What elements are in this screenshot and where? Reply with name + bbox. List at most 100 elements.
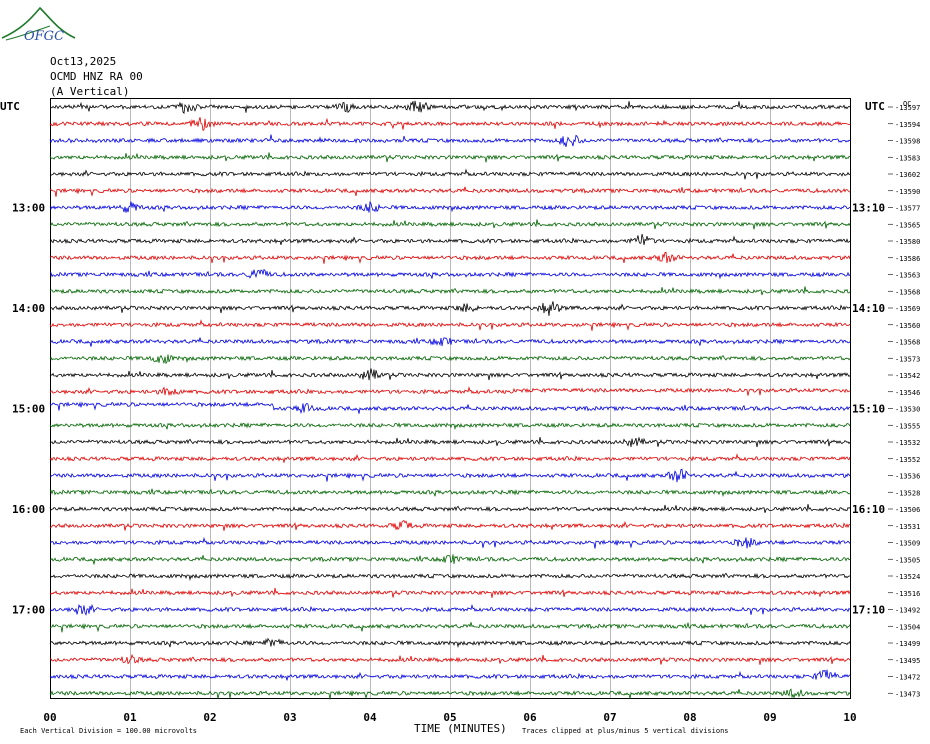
- seismic-trace: [49, 587, 851, 598]
- right-value-label: -13590: [895, 188, 920, 196]
- x-tick-label: 10: [843, 711, 856, 724]
- x-tick-label: 05: [443, 711, 456, 724]
- right-value-label: -13528: [895, 489, 920, 497]
- seismic-trace: [49, 436, 851, 448]
- seismic-trace: [49, 603, 851, 616]
- seismic-trace: [49, 251, 851, 264]
- header-station: OCMD HNZ RA 00: [50, 70, 143, 83]
- grid-lines: [130, 99, 771, 698]
- right-value-label: -13536: [895, 473, 920, 481]
- right-value-label: -13506: [895, 506, 920, 514]
- logo-curve-icon-2: [5, 25, 51, 41]
- header-component: (A Vertical): [50, 85, 130, 98]
- top-right-mark: OC: [903, 100, 911, 108]
- right-value-label: -13542: [895, 372, 920, 380]
- x-tick-label: 09: [763, 711, 776, 724]
- right-value-labels: -13597 -13594 -13598 -13583 -13602 -13590 -135…: [888, 104, 920, 698]
- seismic-trace: [49, 337, 851, 347]
- seismic-trace: [49, 488, 851, 498]
- right-value-label: -13505: [895, 556, 920, 564]
- right-value-label: -13569: [895, 305, 920, 313]
- left-time-labels: 13:00 14:00 15:00 16:00 17:00: [12, 202, 45, 617]
- trace-group: [49, 100, 851, 700]
- x-tick-label: 07: [603, 711, 616, 724]
- seismic-trace: [49, 453, 851, 463]
- left-time-label: 16:00: [12, 503, 45, 516]
- right-value-label: -13499: [895, 640, 920, 648]
- right-value-label: -13560: [895, 322, 920, 330]
- x-tick-label: 01: [123, 711, 137, 724]
- right-value-label: -13492: [895, 607, 920, 615]
- x-tick-labels: 00 01 02 03 04 05 06 07 08 09 10: [43, 711, 856, 724]
- seismic-trace: [49, 100, 851, 115]
- seismic-trace: [49, 168, 851, 180]
- right-value-label: -13509: [895, 540, 920, 548]
- seismic-trace: [49, 688, 851, 700]
- right-value-label: -13573: [895, 355, 920, 363]
- right-value-label: -13594: [895, 121, 920, 129]
- right-time-label: 14:10: [852, 302, 885, 315]
- seismic-trace: [49, 219, 851, 230]
- left-axis-title: UTC: [0, 100, 20, 113]
- right-time-label: 15:10: [852, 403, 885, 416]
- seismic-trace: [49, 637, 851, 648]
- right-value-label: -13555: [895, 422, 920, 430]
- right-axis-title: UTC: [865, 100, 885, 113]
- seismic-trace: [49, 152, 850, 163]
- right-time-label: 17:10: [852, 604, 885, 617]
- seismic-trace: [49, 422, 851, 431]
- left-time-label: 17:00: [12, 604, 45, 617]
- seismic-trace: [49, 401, 851, 415]
- footer-left-note: Each Vertical Division = 100.00 microvol…: [20, 727, 197, 735]
- right-value-label: -13602: [895, 171, 920, 179]
- ofgc-logo: OFGC: [1, 6, 76, 44]
- seismic-trace: [50, 520, 850, 531]
- seismic-trace: [49, 622, 851, 633]
- left-time-label: 15:00: [12, 403, 45, 416]
- seismic-trace: [49, 233, 851, 246]
- seismic-trace: [49, 669, 851, 681]
- x-tick-label: 08: [683, 711, 696, 724]
- footer-right-note: Traces clipped at plus/minus 5 vertical …: [522, 727, 729, 735]
- right-value-label: -13586: [895, 255, 920, 263]
- seismic-trace: [49, 653, 851, 665]
- right-value-label: -13583: [895, 154, 920, 162]
- seismic-trace: [49, 354, 851, 365]
- x-tick-label: 06: [523, 711, 537, 724]
- seismic-trace: [49, 319, 851, 331]
- right-value-label: -13504: [895, 623, 920, 631]
- seismic-trace: [49, 504, 851, 513]
- seismic-trace: [49, 386, 851, 397]
- right-value-label: -13580: [895, 238, 920, 246]
- x-tick-label: 02: [203, 711, 216, 724]
- seismic-trace: [49, 117, 851, 131]
- header-date: Oct13,2025: [50, 55, 117, 68]
- right-value-label: -13472: [895, 674, 920, 682]
- seismic-trace: [49, 268, 851, 280]
- right-value-label: -13568: [895, 288, 920, 296]
- logo-text: OFGC: [24, 29, 64, 44]
- seismic-trace: [49, 134, 851, 147]
- right-value-label: -13568: [895, 339, 920, 347]
- seismic-trace: [49, 368, 851, 381]
- seismic-trace: [49, 301, 851, 316]
- seismic-trace: [49, 572, 850, 581]
- seismic-trace: [49, 554, 851, 565]
- seismic-trace: [49, 186, 851, 197]
- right-value-label: -13546: [895, 389, 920, 397]
- right-value-label: -13524: [895, 573, 920, 581]
- right-value-label: -13495: [895, 657, 920, 665]
- x-axis-title: TIME (MINUTES): [414, 722, 507, 735]
- right-value-label: -13597: [895, 104, 920, 112]
- plot-frame: [50, 98, 851, 699]
- right-value-label: -13530: [895, 406, 920, 414]
- seismic-trace: [49, 200, 851, 213]
- right-value-label: -13516: [895, 590, 920, 598]
- right-value-label: -13552: [895, 456, 920, 464]
- right-value-label: -13532: [895, 439, 920, 447]
- logo-curve-icon: [1, 6, 76, 39]
- seismic-trace: [49, 468, 851, 483]
- right-value-label: -13598: [895, 138, 920, 146]
- seismic-trace: [49, 286, 851, 296]
